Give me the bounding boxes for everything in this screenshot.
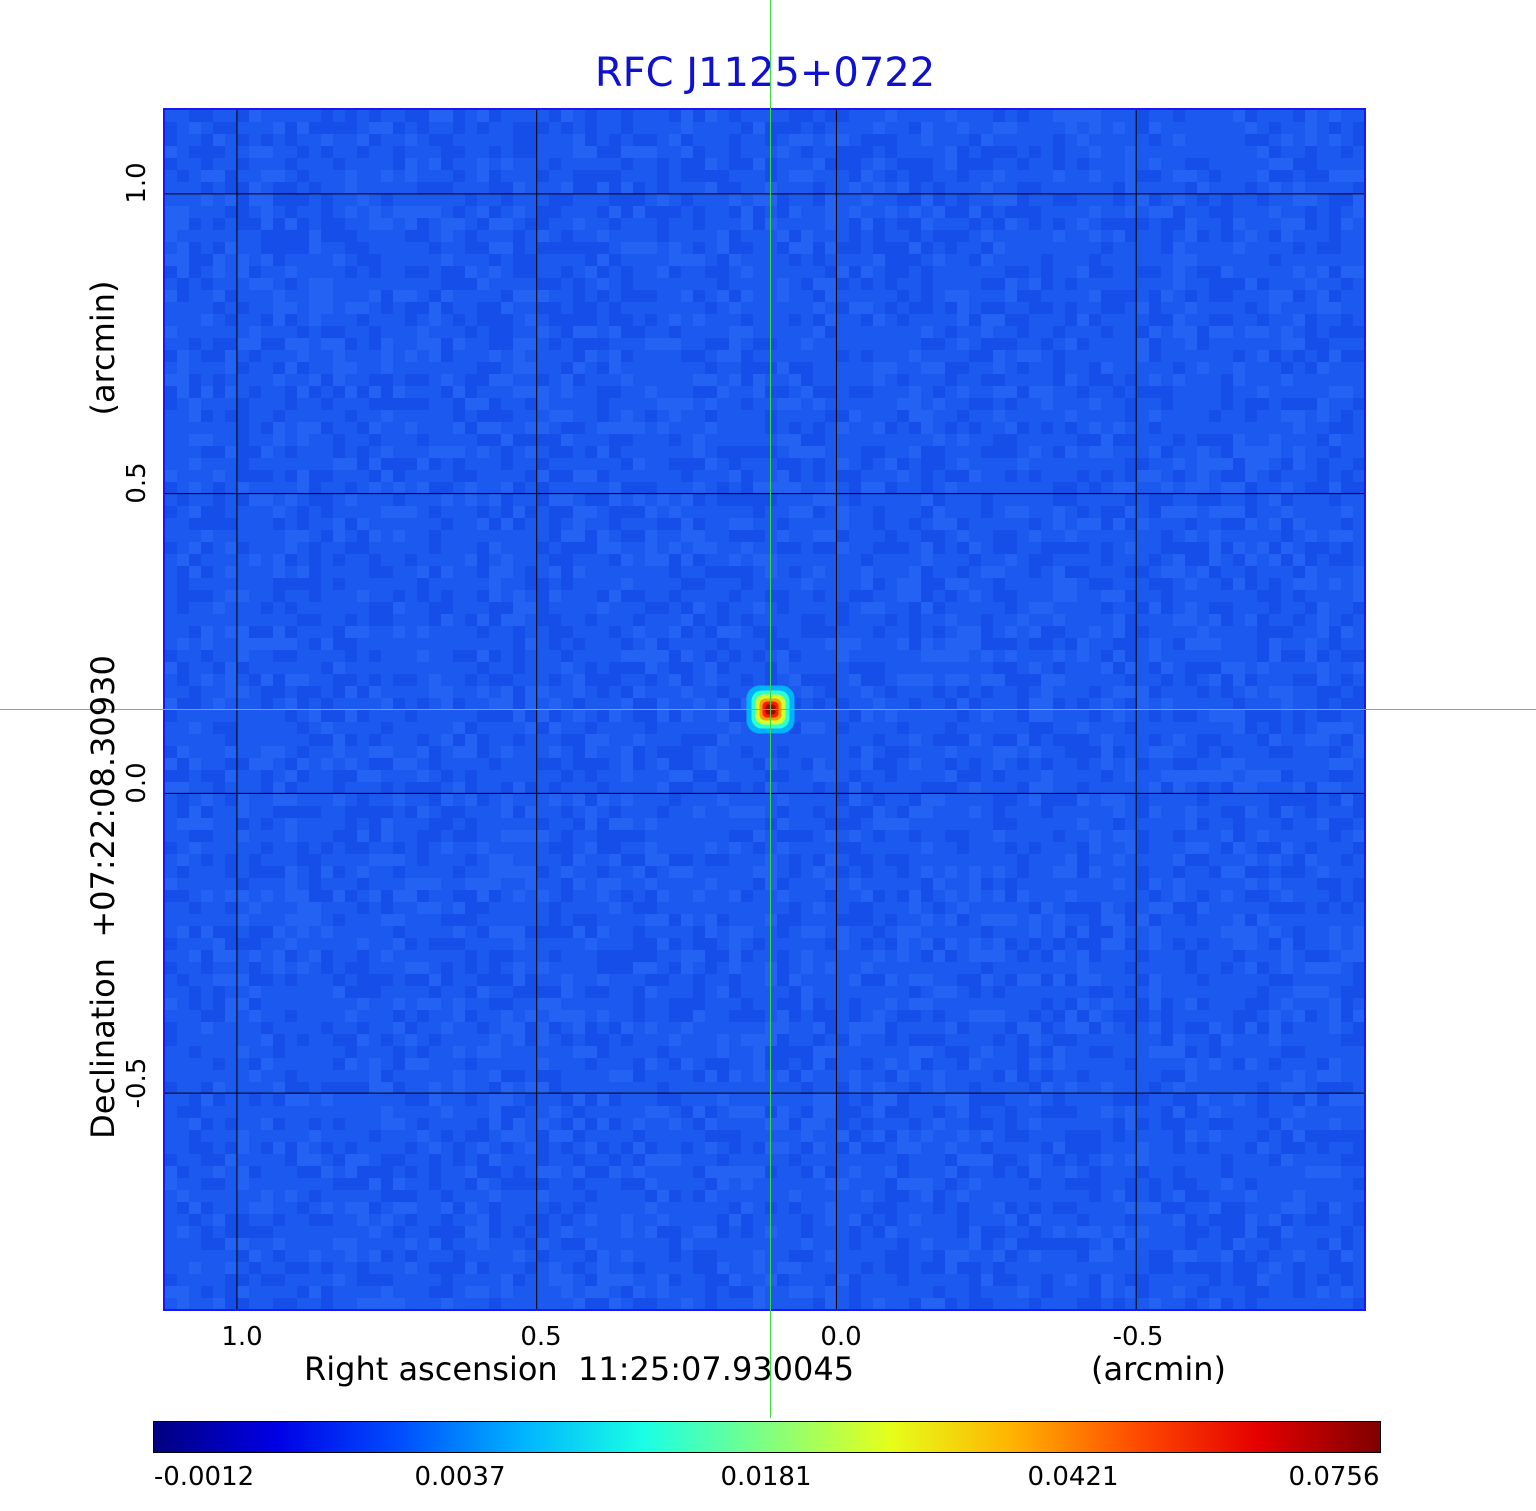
x-tick-label: 1.0 [221, 1322, 263, 1352]
noise-texture [165, 110, 1364, 1309]
colorbar-tick-label: 0.0037 [414, 1462, 506, 1492]
y-axis-label: Declination +07:22:08.30930 [84, 655, 122, 1139]
colorbar-tick-label: 0.0756 [1288, 1462, 1380, 1492]
y-tick-label: 0.0 [122, 762, 152, 804]
x-tick-label: 0.5 [520, 1322, 562, 1352]
x-tick-label: 0.0 [820, 1322, 862, 1352]
y-tick-label: 0.5 [122, 462, 152, 504]
x-tick-label: -0.5 [1112, 1322, 1164, 1352]
colorbar-tick-label: 0.0181 [720, 1462, 812, 1492]
colorbar-tick-label: 0.0421 [1027, 1462, 1119, 1492]
y-tick-label: 1.0 [122, 162, 152, 204]
x-axis-unit: (arcmin) [1091, 1350, 1226, 1388]
y-tick-label: -0.5 [122, 1057, 152, 1109]
x-axis-label: Right ascension 11:25:07.930045 [304, 1350, 855, 1388]
colorbar-tick-label: -0.0012 [153, 1462, 255, 1492]
chart-title: RFC J1125+0722 [594, 50, 936, 96]
y-axis-unit: (arcmin) [84, 280, 122, 416]
colorbar [153, 1421, 1381, 1453]
